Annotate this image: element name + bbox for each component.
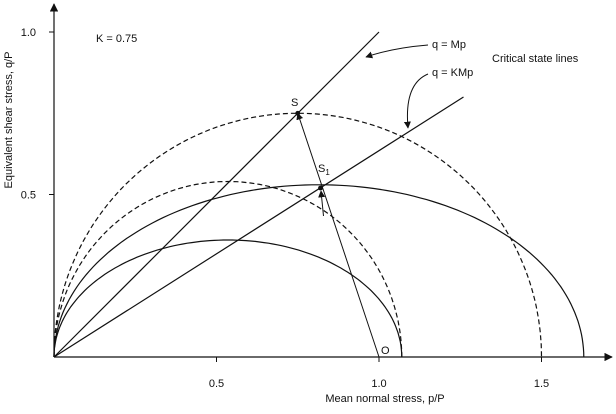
solid-yield-curve bbox=[53, 184, 585, 358]
dashed-yield-curve bbox=[53, 112, 543, 358]
point-label-s: S bbox=[291, 97, 298, 109]
annotation-q-mp: q = Mp bbox=[432, 39, 466, 51]
stress-path-arrow-s1 bbox=[318, 190, 326, 217]
point-label-s1: S1 bbox=[318, 163, 330, 177]
point-label-s1-sub: 1 bbox=[325, 168, 330, 177]
critical-state-lines-group bbox=[53, 31, 464, 358]
markers-group bbox=[295, 110, 380, 358]
x-tick-label: 0.5 bbox=[209, 378, 224, 390]
y-tick-label: 1.0 bbox=[21, 27, 36, 39]
leader-arrow-q-kmp bbox=[403, 73, 429, 129]
critical-state-line bbox=[53, 96, 464, 358]
critical-state-line bbox=[53, 31, 380, 358]
tick-group: 0.5 1.0 1.5 0.5 1.0 bbox=[21, 27, 549, 390]
parameter-label: K = 0.75 bbox=[96, 33, 137, 45]
annotation-critical-state-lines: Critical state lines bbox=[492, 53, 579, 65]
point-label-s1-main: S bbox=[318, 163, 325, 175]
dashed-yield-curve bbox=[53, 180, 403, 358]
x-axis-title: Mean normal stress, p/P bbox=[325, 393, 444, 405]
x-tick-label: 1.5 bbox=[534, 378, 549, 390]
y-tick-label: 0.5 bbox=[21, 190, 36, 202]
state-point-marker bbox=[295, 110, 301, 116]
annotation-q-kmp: q = KMp bbox=[432, 67, 473, 79]
state-point-marker bbox=[318, 185, 323, 191]
solid-yield-curve bbox=[53, 239, 403, 358]
leader-arrow-q-mp bbox=[365, 44, 429, 59]
curves-group bbox=[53, 112, 585, 358]
point-label-o: O bbox=[381, 345, 390, 357]
x-tick-label: 1.0 bbox=[371, 378, 386, 390]
stress-path bbox=[296, 112, 380, 358]
y-axis-title: Equivalent shear stress, q/P bbox=[3, 52, 15, 189]
